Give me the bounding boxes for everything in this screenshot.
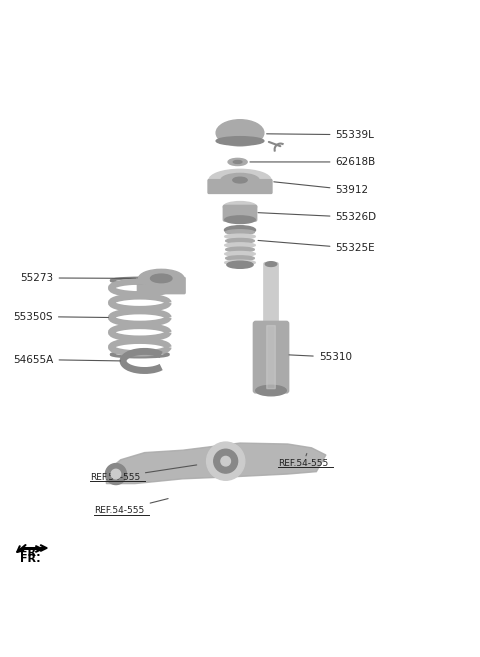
FancyBboxPatch shape: [253, 321, 288, 393]
Ellipse shape: [225, 260, 255, 265]
Ellipse shape: [225, 243, 255, 248]
FancyBboxPatch shape: [137, 277, 185, 294]
Text: 55310: 55310: [289, 352, 352, 362]
Circle shape: [221, 457, 230, 466]
Ellipse shape: [225, 216, 255, 223]
Ellipse shape: [225, 234, 255, 239]
Ellipse shape: [233, 160, 242, 164]
Text: 53912: 53912: [274, 182, 369, 195]
Ellipse shape: [228, 158, 247, 166]
FancyBboxPatch shape: [264, 263, 278, 325]
Ellipse shape: [227, 261, 253, 268]
FancyBboxPatch shape: [267, 326, 276, 389]
FancyBboxPatch shape: [208, 179, 272, 193]
Circle shape: [214, 449, 238, 473]
Ellipse shape: [209, 170, 271, 191]
Ellipse shape: [151, 274, 172, 283]
Circle shape: [111, 469, 120, 479]
FancyBboxPatch shape: [223, 206, 257, 221]
Ellipse shape: [216, 137, 264, 145]
Text: 55326D: 55326D: [258, 212, 377, 222]
Ellipse shape: [225, 226, 255, 235]
Text: 55273: 55273: [21, 273, 135, 283]
Circle shape: [106, 464, 126, 485]
Text: 55325E: 55325E: [258, 240, 375, 254]
Circle shape: [206, 442, 245, 480]
Ellipse shape: [221, 173, 259, 187]
Ellipse shape: [265, 261, 277, 267]
Ellipse shape: [226, 247, 254, 252]
Ellipse shape: [225, 252, 255, 256]
Text: REF.54-555: REF.54-555: [90, 465, 197, 482]
Ellipse shape: [223, 202, 257, 212]
Ellipse shape: [233, 177, 247, 183]
Text: 54655A: 54655A: [13, 355, 120, 365]
Ellipse shape: [226, 230, 254, 235]
Text: FR.: FR.: [21, 554, 41, 564]
Ellipse shape: [226, 238, 254, 243]
Text: 55339L: 55339L: [266, 129, 374, 140]
Ellipse shape: [256, 385, 286, 396]
Text: REF.54-555: REF.54-555: [278, 453, 328, 468]
Text: FR.: FR.: [20, 548, 40, 558]
Text: 55350S: 55350S: [13, 311, 108, 321]
Text: 62618B: 62618B: [250, 157, 376, 167]
Ellipse shape: [216, 120, 264, 146]
Polygon shape: [107, 443, 326, 484]
Ellipse shape: [226, 256, 254, 261]
Ellipse shape: [139, 269, 184, 288]
Text: REF.54-555: REF.54-555: [95, 499, 168, 515]
